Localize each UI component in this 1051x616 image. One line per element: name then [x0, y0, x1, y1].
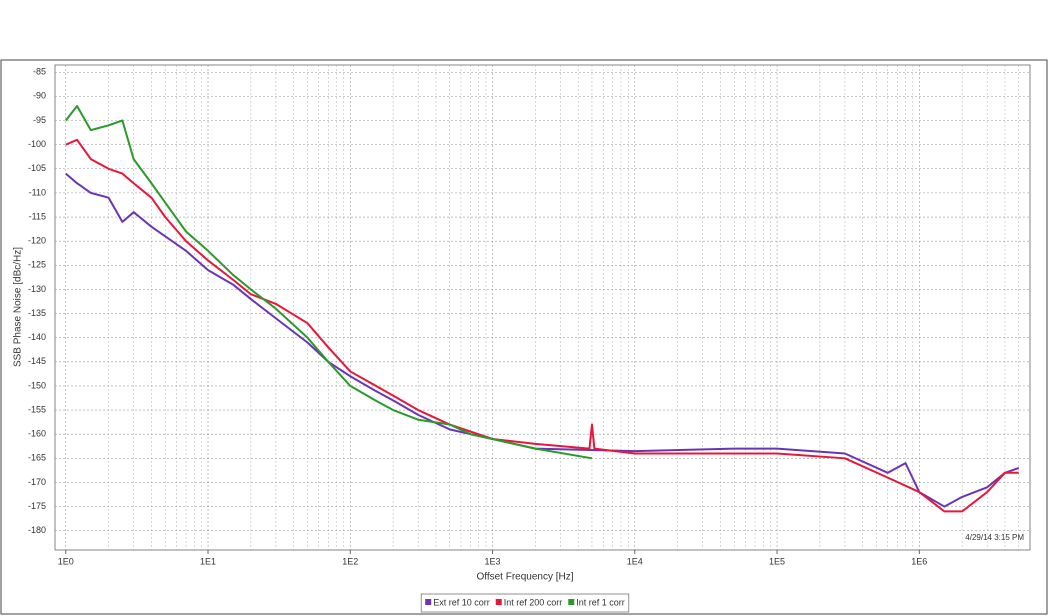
y-tick-label: -145: [28, 356, 46, 366]
legend-label: Int ref 200 corr: [504, 597, 563, 607]
y-tick-label: -110: [29, 187, 46, 197]
x-tick-label: 1E0: [58, 556, 74, 566]
x-tick-label: 1E2: [342, 556, 358, 566]
y-tick-label: -95: [33, 115, 46, 125]
x-tick-label: 1E5: [769, 556, 785, 566]
y-tick-label: -170: [28, 477, 46, 487]
y-tick-label: -120: [28, 236, 46, 246]
y-tick-label: -100: [28, 139, 46, 149]
y-tick-label: -150: [28, 380, 46, 390]
y-tick-label: -160: [28, 429, 46, 439]
y-tick-label: -90: [33, 91, 46, 101]
legend-box: [420, 593, 630, 613]
legend-swatch: [495, 599, 502, 605]
y-tick-label: -155: [28, 404, 46, 414]
y-tick-label: -175: [28, 501, 46, 511]
legend-label: Int ref 1 corr: [576, 597, 625, 607]
y-tick-label: -130: [28, 284, 46, 294]
y-tick-label: -115: [29, 211, 46, 221]
series-line: [65, 172, 1020, 508]
series-line: [64, 105, 593, 460]
y-tick-label: -165: [28, 453, 46, 463]
y-tick-label: -105: [28, 163, 46, 173]
legend-swatch: [568, 599, 575, 605]
legend-label: Ext ref 10 corr: [433, 597, 490, 607]
x-tick-label: 1E1: [200, 556, 216, 566]
legend: Ext ref 10 corr Int ref 200 corr Int ref 1…: [420, 593, 630, 613]
x-axis-label: Offset Frequency [Hz]: [476, 572, 573, 583]
y-tick-label: -140: [28, 332, 46, 342]
y-axis-label: SSB Phase Noise [dBc/Hz]: [13, 247, 24, 367]
legend-swatch: [425, 599, 432, 605]
y-tick-label: -85: [33, 67, 46, 77]
y-tick-label: -125: [28, 260, 46, 270]
y-tick-label: -180: [28, 525, 46, 535]
plot-area: [54, 64, 1031, 551]
y-tick-label: -135: [28, 308, 46, 318]
x-tick-label: 1E4: [627, 556, 643, 566]
x-tick-label: 1E6: [911, 556, 927, 566]
series-line: [65, 138, 1019, 513]
x-tick-label: 1E3: [485, 556, 501, 566]
timestamp: 4/29/14 3:15 PM: [965, 533, 1024, 542]
